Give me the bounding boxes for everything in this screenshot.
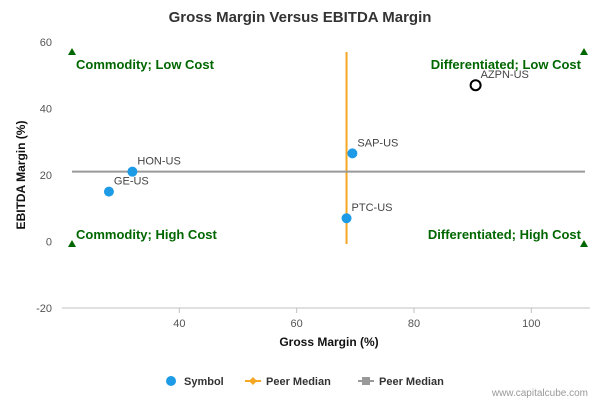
y-axis: -20 0 20 40 60: [36, 37, 52, 315]
quadrant-label-bottom-right: Differentiated; High Cost: [428, 227, 582, 242]
data-point: [347, 148, 358, 159]
legend-label: Peer Median: [379, 376, 444, 388]
x-tick-label: 60: [291, 318, 303, 330]
data-point: [103, 186, 114, 197]
x-tick-label: 40: [173, 318, 185, 330]
y-tick-label: 40: [40, 104, 52, 116]
x-axis: 40 60 80 100: [173, 308, 541, 330]
data-point-highlight: [469, 79, 482, 92]
data-point-label: AZPN-US: [481, 69, 529, 81]
credit-text: www.capitalcube.com: [491, 388, 588, 399]
quadrant-markers: [68, 48, 588, 247]
data-point-label: SAP-US: [357, 137, 398, 149]
y-axis-title: EBITDA Margin (%): [14, 121, 28, 230]
legend-label: Peer Median: [266, 376, 331, 388]
x-tick-label: 100: [522, 318, 540, 330]
median-lines: [72, 52, 585, 244]
y-tick-label: 60: [40, 37, 52, 49]
quadrant-marker-triangle: [580, 240, 588, 247]
x-tick-label: 80: [408, 318, 420, 330]
chart-title: Gross Margin Versus EBITDA Margin: [169, 9, 432, 26]
data-point-label: HON-US: [137, 156, 180, 168]
data-points: AZPN-US SAP-US HON-US GE-US PTC-US: [103, 69, 529, 224]
y-tick-label: -20: [36, 303, 52, 315]
quadrant-labels: Commodity; Low Cost Differentiated; Low C…: [76, 57, 582, 242]
legend-diamond: [249, 377, 257, 385]
quadrant-marker-triangle: [68, 240, 76, 247]
legend-label: Symbol: [184, 376, 224, 388]
legend-symbol-dot: [166, 376, 176, 386]
quadrant-label-bottom-left: Commodity; High Cost: [76, 227, 217, 242]
data-point-label: PTC-US: [352, 202, 393, 214]
legend-square: [362, 377, 370, 385]
quadrant-label-top-right: Differentiated; Low Cost: [431, 57, 582, 72]
y-tick-label: 20: [40, 170, 52, 182]
data-point: [341, 213, 352, 224]
quadrant-marker-triangle: [68, 48, 76, 55]
legend: Symbol Peer Median Peer Median: [166, 376, 444, 388]
data-point: [127, 166, 138, 177]
quadrant-label-top-left: Commodity; Low Cost: [76, 57, 215, 72]
data-point-label: GE-US: [114, 176, 149, 188]
quadrant-marker-triangle: [580, 48, 588, 55]
y-tick-label: 0: [46, 237, 52, 249]
x-axis-title: Gross Margin (%): [279, 335, 378, 349]
